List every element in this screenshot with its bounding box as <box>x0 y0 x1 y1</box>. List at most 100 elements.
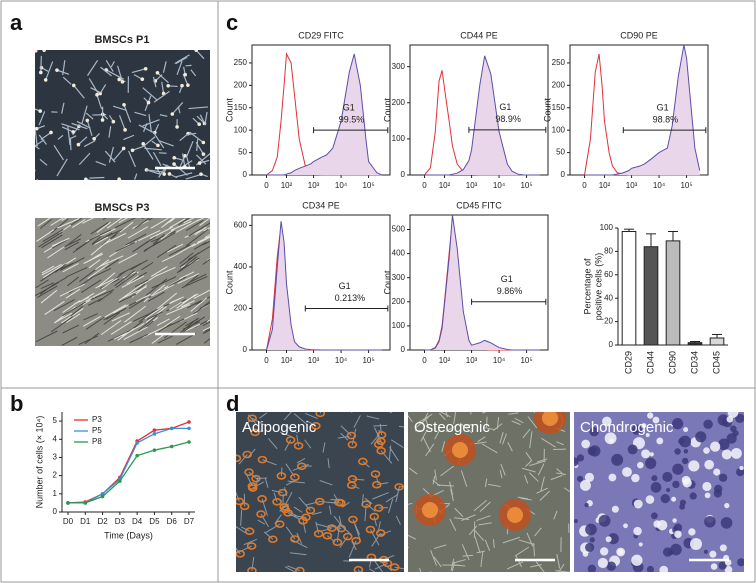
micrograph: Osteogenic <box>408 412 570 572</box>
cell <box>555 570 570 572</box>
cell <box>108 126 112 138</box>
cell <box>143 136 156 147</box>
cell <box>88 298 103 306</box>
cell <box>585 542 595 552</box>
cell <box>176 294 196 309</box>
cell <box>85 316 105 330</box>
cell <box>389 412 393 414</box>
cell <box>280 467 283 476</box>
y-tick-label: 100 <box>392 134 406 143</box>
cell <box>267 438 278 450</box>
cell <box>196 235 210 243</box>
cell <box>479 501 491 512</box>
cell <box>130 148 135 153</box>
cell <box>128 150 136 168</box>
cell <box>161 218 176 228</box>
cell <box>62 238 81 249</box>
cell <box>38 231 63 248</box>
cell <box>395 485 401 503</box>
cell <box>274 514 282 524</box>
image-caption: Adipogenic <box>242 419 317 436</box>
cell <box>123 326 148 341</box>
cell <box>191 236 210 247</box>
cell <box>110 61 115 68</box>
cell <box>78 335 98 345</box>
gate-name: G1 <box>501 274 513 284</box>
bar <box>709 337 725 346</box>
x-tick-label: 0 <box>264 356 269 365</box>
cell <box>176 60 183 75</box>
cell <box>159 114 168 117</box>
cell <box>193 289 210 300</box>
series-line <box>68 441 190 504</box>
histogram-line <box>424 214 540 351</box>
cell <box>681 457 689 465</box>
cell <box>203 338 210 344</box>
cell <box>107 328 133 342</box>
cell <box>57 134 64 140</box>
cell <box>120 80 125 84</box>
cell <box>271 490 283 494</box>
cell <box>177 106 181 114</box>
cell <box>62 324 80 334</box>
cell <box>103 308 125 321</box>
cell <box>157 72 169 84</box>
cell <box>171 102 184 115</box>
cell <box>688 528 696 536</box>
image-caption: Osteogenic <box>414 419 490 436</box>
cell <box>536 458 548 463</box>
cell <box>439 412 451 418</box>
cell <box>671 418 684 430</box>
cell <box>64 241 80 251</box>
y-tick-label: 150 <box>234 103 248 112</box>
cell <box>508 412 519 415</box>
x-tick-label: D3 <box>115 517 126 526</box>
cell <box>606 561 617 571</box>
cell <box>36 178 38 180</box>
cell <box>85 112 94 120</box>
cell <box>540 476 545 492</box>
cell <box>168 244 191 257</box>
x-tick-label: 10³ <box>626 181 638 190</box>
cell <box>265 523 280 533</box>
cell <box>119 221 134 233</box>
lipid <box>242 450 253 459</box>
cell <box>40 131 52 141</box>
cell <box>461 514 476 522</box>
cell <box>204 233 210 239</box>
lipid <box>257 495 267 503</box>
cell <box>45 61 54 81</box>
cell <box>517 496 529 500</box>
cell <box>484 539 491 552</box>
cell <box>53 144 65 161</box>
x-tick-label: 0 <box>422 181 427 190</box>
cell <box>285 526 296 540</box>
lipid <box>342 532 353 541</box>
lipid <box>347 475 358 483</box>
cell <box>338 515 342 525</box>
x-tick-label: 10³ <box>466 181 478 190</box>
lipid <box>251 474 261 483</box>
cell <box>144 147 162 151</box>
y-tick-label: 200 <box>552 80 566 89</box>
cell <box>430 550 438 566</box>
cell <box>585 523 597 536</box>
cell <box>633 499 643 509</box>
cell <box>511 420 521 426</box>
cell <box>284 439 292 451</box>
cell <box>170 220 192 231</box>
cell <box>656 437 664 445</box>
lipid <box>365 525 376 534</box>
gate-name: G1 <box>339 281 351 291</box>
cell <box>135 293 151 303</box>
x-tick-label: 10⁴ <box>335 181 348 190</box>
cell <box>41 234 63 249</box>
chart-title: CD45 FITC <box>456 200 502 210</box>
cell <box>142 119 160 127</box>
cell <box>683 449 689 454</box>
cell <box>395 515 401 525</box>
cell <box>105 59 114 72</box>
cell <box>651 475 658 482</box>
cell <box>473 529 485 541</box>
cell <box>558 563 565 572</box>
